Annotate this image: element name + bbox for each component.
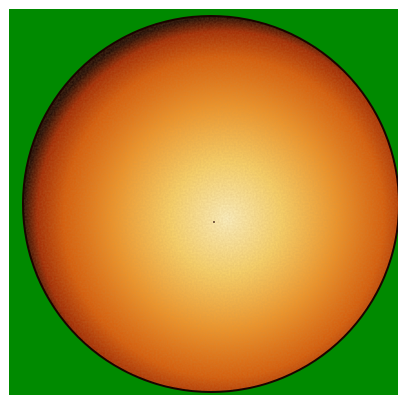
granulation-texture	[24, 17, 398, 391]
image-panel	[9, 9, 398, 395]
sun-image	[9, 9, 398, 395]
sunspot	[213, 221, 215, 223]
